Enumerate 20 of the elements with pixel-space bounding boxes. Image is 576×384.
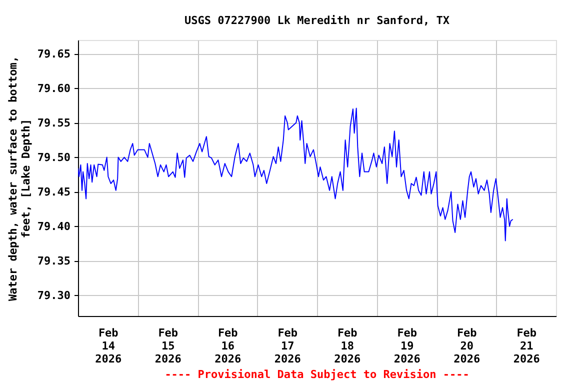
y-tick-label: 79.30 [37,288,70,302]
y-tick-label: 79.35 [37,254,70,268]
line-series [78,108,514,242]
y-tick-label: 79.65 [37,47,70,60]
y-tick-label: 79.45 [37,185,70,198]
y-tick-label: 79.50 [37,150,70,164]
x-tick-label: Feb 17 2026 [274,326,302,366]
x-tick-label: Feb 16 2026 [214,326,242,366]
chart-title: USGS 07227900 Lk Meredith nr Sanford, TX [184,14,450,27]
x-tick-label: Feb 18 2026 [334,326,361,366]
x-tick-label: Feb 14 2026 [95,326,122,366]
y-tick-label: 79.55 [37,116,70,130]
text: ---- Provisional Data Subject to Revision ---- [164,368,470,381]
x-tick-label: Feb 20 2026 [454,326,480,366]
y-tick-label: 79.60 [37,82,70,95]
x-tick-label: Feb 15 2026 [154,326,182,366]
x-tick-label: Feb 21 2026 [513,326,540,366]
y-axis-title: Water depth, water surface to bottom, feet, [Lake Depth] [6,56,32,302]
y-tick-label: 79.40 [37,220,70,233]
x-tick-label: Feb 19 2026 [394,326,421,366]
